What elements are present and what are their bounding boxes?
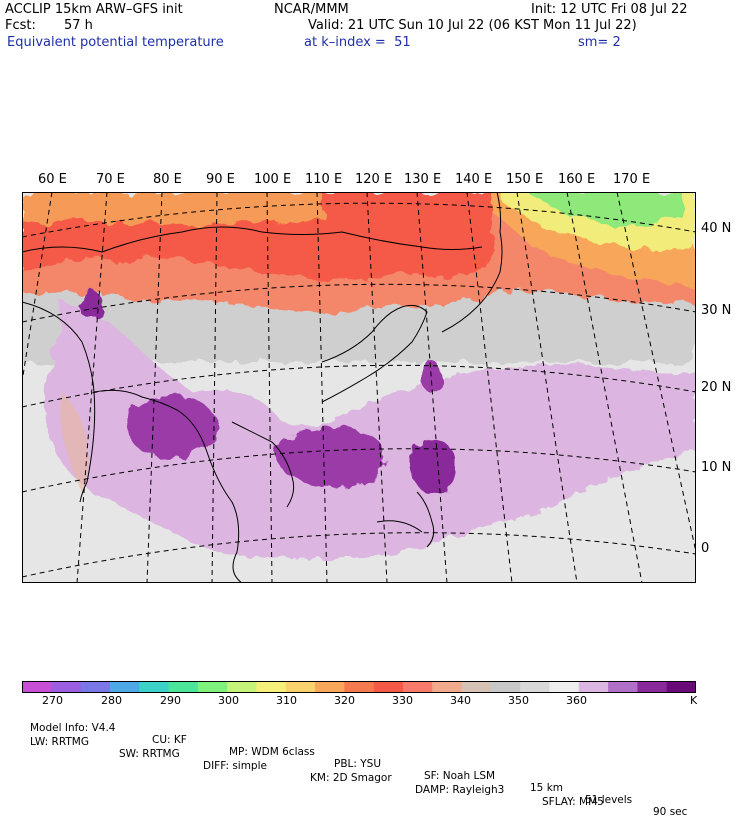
forecast-hour: 57 h (64, 18, 93, 33)
colorbar-swatch (578, 681, 609, 693)
tropical-lilac-region (47, 302, 696, 559)
india-land-patch (60, 392, 89, 492)
smoothing-label: sm= 2 (578, 35, 621, 50)
south-china-sea-core (277, 427, 387, 487)
footer-timestep: 90 sec (653, 806, 688, 818)
colorbar-swatch (461, 681, 492, 693)
colorbar-tick-label: 360 (566, 694, 587, 707)
colorbar-tick-label: 350 (508, 694, 529, 707)
valid-time: Valid: 21 UTC Sun 10 Jul 22 (06 KST Mon … (308, 18, 637, 33)
lat-label: 0 (701, 541, 710, 556)
footer-sw: SW: RRTMG (119, 748, 180, 760)
colorbar-swatch (256, 681, 287, 693)
colorbar-tick-label: 270 (42, 694, 63, 707)
colorbar-swatch (227, 681, 257, 693)
lon-label: 90 E (206, 172, 235, 187)
lat-label: 40 N (701, 221, 732, 236)
colorbar-tick-label: 300 (218, 694, 239, 707)
footer-sf: SF: Noah LSM (424, 770, 496, 782)
lon-label: 80 E (153, 172, 182, 187)
lon-label: 160 E (558, 172, 596, 187)
colorbar-swatch (666, 681, 696, 693)
field-name: Equivalent potential temperature (7, 35, 224, 50)
footer-line-2: LW: RRTMG SW: RRTMG DIFF: simple KM: 2D … (0, 724, 604, 808)
colorbar-swatch (51, 681, 82, 693)
lon-label: 60 E (38, 172, 67, 187)
northern-orange-patch (22, 192, 322, 227)
colorbar-tick-label: 280 (101, 694, 122, 707)
org-label: NCAR/MMM (274, 2, 349, 17)
footer-model-info: Model Info: V4.4 (30, 722, 116, 734)
colorbar-swatch (139, 681, 170, 693)
colorbar-swatch (22, 681, 52, 693)
level-index: at k–index = 51 (304, 35, 411, 50)
colorbar-swatch (432, 681, 463, 693)
colorbar-swatch (109, 681, 140, 693)
model-title: ACCLIP 15km ARW–GFS init (5, 2, 183, 17)
colorbar-swatch (549, 681, 580, 693)
colorbar-tick-label: 330 (392, 694, 413, 707)
colorbar-swatch (315, 681, 345, 693)
bay-of-bengal-core (127, 395, 217, 459)
lon-label: 110 E (305, 172, 343, 187)
colorbar-tick-label: 310 (276, 694, 297, 707)
colorbar (22, 681, 696, 693)
footer-cu: CU: KF (152, 734, 187, 746)
lon-label: 70 E (96, 172, 125, 187)
pacific-green-region (532, 192, 682, 227)
colorbar-swatch (637, 681, 668, 693)
colorbar-tick-label: 320 (334, 694, 355, 707)
footer-km: KM: 2D Smagor (310, 772, 392, 784)
colorbar-swatch (197, 681, 228, 693)
colorbar-swatch (285, 681, 316, 693)
lon-label: 170 E (613, 172, 651, 187)
footer-sflay: SFLAY: MM5 (542, 796, 604, 808)
philippine-sea-core (412, 439, 456, 495)
lon-label: 130 E (404, 172, 442, 187)
colorbar-swatch (373, 681, 404, 693)
footer-pbl: PBL: YSU (334, 758, 382, 770)
footer-damp: DAMP: Rayleigh3 (415, 784, 505, 796)
colorbar-swatch (520, 681, 550, 693)
footer-diff: DIFF: simple (203, 760, 267, 772)
colorbar-swatch (344, 681, 375, 693)
colorbar-tick-label: 340 (450, 694, 471, 707)
tibet-core (78, 290, 102, 318)
footer-mp: MP: WDM 6class (229, 746, 315, 758)
lat-label: 30 N (701, 303, 732, 318)
colorbar-swatch (80, 681, 111, 693)
lon-label: 140 E (455, 172, 493, 187)
colorbar-swatch (168, 681, 199, 693)
lon-label: 100 E (254, 172, 292, 187)
theta-e-map (22, 192, 696, 583)
colorbar-unit: K (690, 694, 698, 707)
lon-label: 120 E (355, 172, 393, 187)
colorbar-swatch (490, 681, 521, 693)
footer-resolution: 15 km (530, 782, 564, 794)
colorbar-tick-label: 290 (160, 694, 181, 707)
taiwan-core (422, 361, 442, 393)
lat-label: 20 N (701, 380, 732, 395)
forecast-label: Fcst: (5, 18, 36, 33)
init-time: Init: 12 UTC Fri 08 Jul 22 (531, 2, 688, 17)
graticule (22, 192, 696, 583)
lat-label: 10 N (701, 460, 732, 475)
lon-label: 150 E (506, 172, 544, 187)
footer-lw: LW: RRTMG (30, 736, 89, 748)
colorbar-swatch (402, 681, 433, 693)
colorbar-swatch (608, 681, 638, 693)
